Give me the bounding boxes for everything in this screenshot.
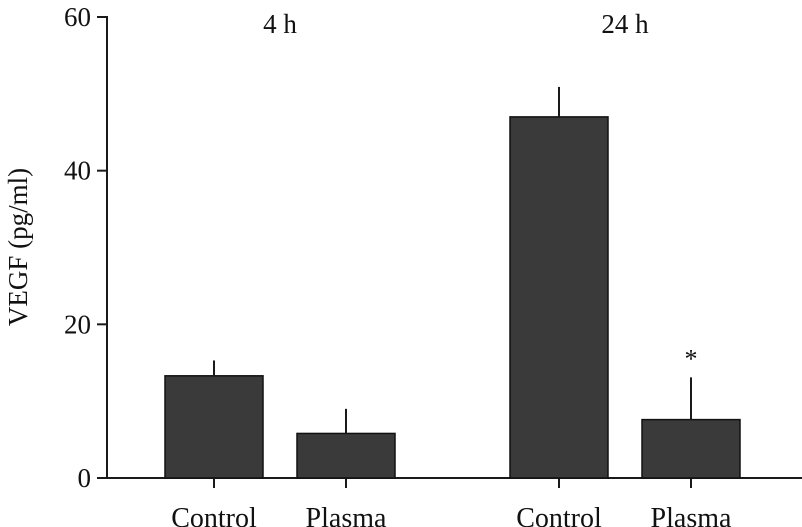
significance-marker: * — [685, 344, 698, 373]
y-ticks: 0 20 40 60 — [64, 2, 692, 493]
bars — [164, 86, 741, 479]
bar-24h-plasma — [641, 418, 741, 479]
category-label: Plasma — [306, 503, 387, 527]
y-tick-label: 40 — [64, 156, 91, 186]
bar-4h-control — [164, 375, 264, 479]
y-axis-title: VEGF (pg/ml) — [3, 168, 33, 326]
category-label: Control — [171, 503, 257, 527]
y-tick-label: 60 — [64, 2, 91, 32]
category-label: Control — [516, 503, 602, 527]
group-label: 24 h — [601, 9, 649, 39]
group-label: 4 h — [263, 9, 297, 39]
bar-4h-plasma — [296, 432, 396, 479]
y-tick-label: 20 — [64, 309, 91, 339]
bar-24h-control — [509, 116, 609, 479]
category-label: Plasma — [651, 503, 732, 527]
y-tick-label: 0 — [78, 463, 92, 493]
labels: VEGF (pg/ml) 4 h Control Plasma 24 h Control P… — [3, 9, 732, 527]
